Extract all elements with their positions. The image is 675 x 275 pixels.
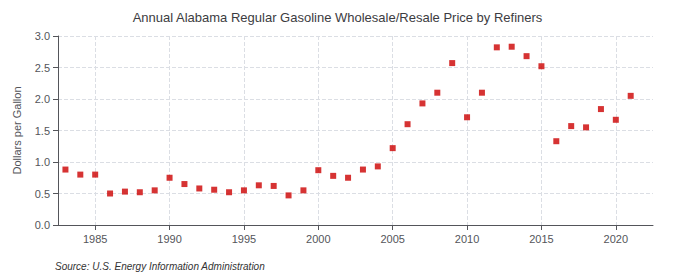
svg-text:Annual Alabama Regular Gasolin: Annual Alabama Regular Gasoline Wholesal… — [133, 10, 543, 25]
svg-text:3.0: 3.0 — [35, 30, 50, 42]
svg-text:1995: 1995 — [232, 233, 256, 245]
svg-text:2010: 2010 — [455, 233, 479, 245]
svg-text:2020: 2020 — [604, 233, 628, 245]
svg-text:2000: 2000 — [306, 233, 330, 245]
svg-text:0.0: 0.0 — [35, 219, 50, 231]
svg-text:1.0: 1.0 — [35, 156, 50, 168]
svg-text:1985: 1985 — [83, 233, 107, 245]
svg-text:2005: 2005 — [380, 233, 404, 245]
svg-text:1990: 1990 — [157, 233, 181, 245]
svg-text:0.5: 0.5 — [35, 188, 50, 200]
svg-text:Source: U.S. Energy Informatio: Source: U.S. Energy Information Administ… — [55, 261, 265, 272]
svg-text:Dollars per Gallon: Dollars per Gallon — [11, 86, 23, 174]
svg-text:2.0: 2.0 — [35, 93, 50, 105]
svg-text:1.5: 1.5 — [35, 125, 50, 137]
svg-text:2.5: 2.5 — [35, 62, 50, 74]
svg-text:2015: 2015 — [529, 233, 553, 245]
